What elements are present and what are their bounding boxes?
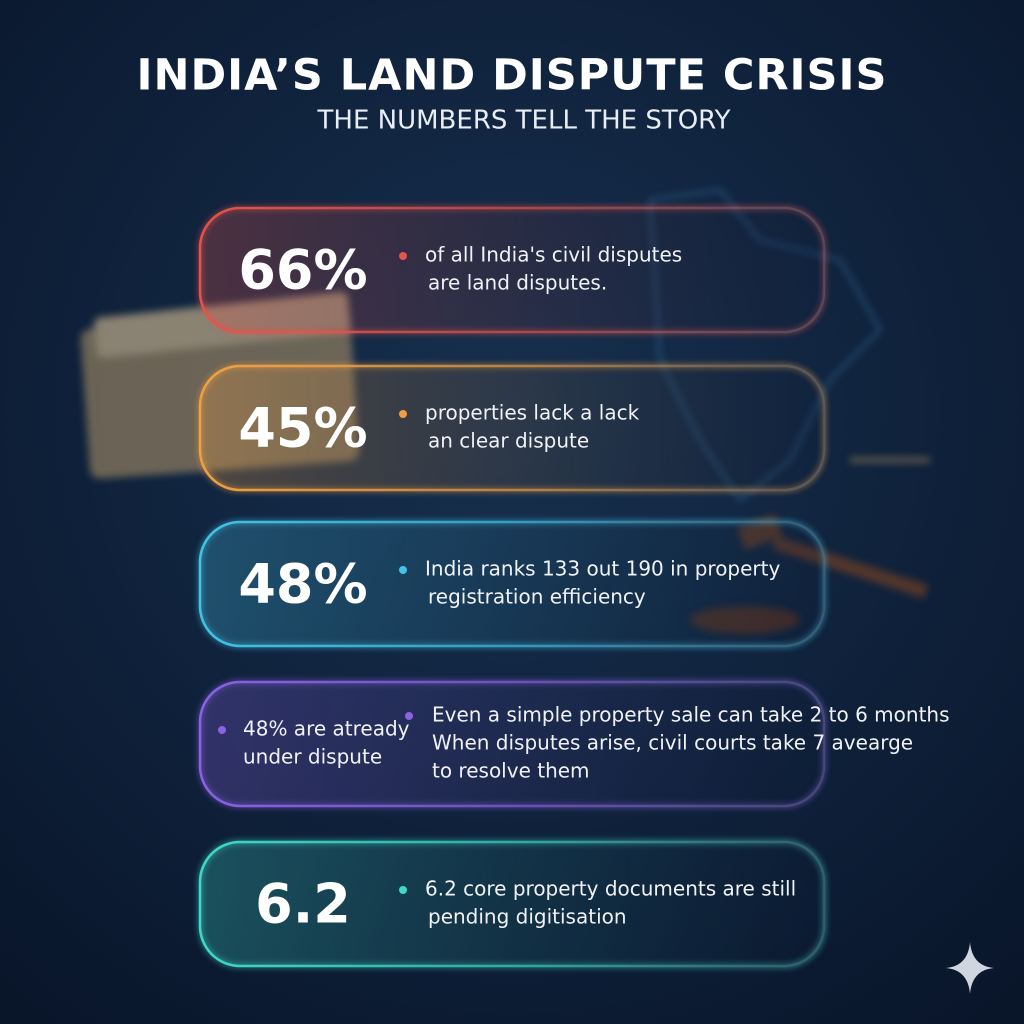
- card-text: 6.2 core property documents are still: [425, 877, 796, 901]
- card-text: of all India's civil disputes: [425, 243, 682, 267]
- side-text: under dispute: [243, 745, 382, 769]
- card-text: an clear dispute: [428, 429, 589, 453]
- card: [198, 680, 826, 808]
- card-text: properties lack a lack: [425, 401, 640, 425]
- stat-card: 48% are atready under dispute Even a simpl…: [197, 679, 950, 809]
- stat-card: 66% of all India's civil disputes are land…: [197, 205, 827, 335]
- cards: 66% of all India's civil disputes are land…: [197, 205, 950, 969]
- bullet: [405, 712, 413, 720]
- stat-value: 66%: [238, 239, 367, 302]
- card-text: When disputes arise, civil courts take 7…: [432, 731, 913, 755]
- stat-value: 48%: [238, 553, 367, 616]
- title: INDIA’S LAND DISPUTE CRISIS: [137, 51, 888, 101]
- card: [198, 840, 826, 968]
- card: [198, 206, 826, 334]
- bullet: [399, 252, 407, 260]
- stat-card: 45% properties lack a lack an clear disput…: [197, 363, 827, 493]
- subtitle: THE NUMBERS TELL THE STORY: [317, 106, 731, 136]
- card-text: are land disputes.: [428, 271, 607, 295]
- stat-value: 6.2: [255, 873, 351, 936]
- bullet: [399, 410, 407, 418]
- stat-card: 48% India ranks 133 out 190 in property re…: [197, 519, 827, 649]
- card-text: pending digitisation: [428, 905, 627, 929]
- side-text: 48% are atready: [243, 717, 410, 741]
- card: [198, 364, 826, 492]
- bullet: [399, 886, 407, 894]
- card-text: India ranks 133 out 190 in property: [425, 557, 780, 581]
- bullet: [399, 566, 407, 574]
- card: [198, 520, 826, 648]
- card-text: Even a simple property sale can take 2 t…: [432, 703, 950, 727]
- stat-card: 6.2 6.2 core property documents are still…: [197, 839, 827, 969]
- card-text: to resolve them: [432, 759, 590, 783]
- stat-value: 45%: [238, 397, 367, 460]
- card-text: registration efficiency: [428, 585, 646, 609]
- bullet: [218, 726, 226, 734]
- sparkle-icon: [946, 942, 994, 994]
